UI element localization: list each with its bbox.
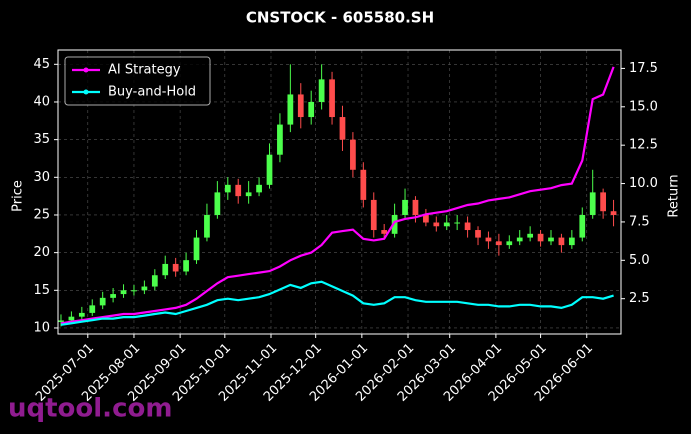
candle-body <box>329 79 335 118</box>
y-tick-label: 10 <box>33 320 50 335</box>
candle-body <box>214 192 221 215</box>
candle-body <box>224 184 231 193</box>
candle-body <box>318 79 325 102</box>
candle-body <box>391 214 398 234</box>
y2-axis-label: Return <box>667 174 682 217</box>
candle-body <box>579 214 586 238</box>
legend-label: Buy-and-Hold <box>108 85 196 100</box>
candle-body <box>266 154 273 185</box>
candle-body <box>496 241 502 246</box>
y-tick-label: 25 <box>33 207 50 222</box>
candle-body <box>464 222 471 231</box>
candle-body <box>381 230 388 234</box>
candle-body <box>277 124 283 155</box>
chart-title: CNSTOCK - 605580.SH <box>246 9 434 27</box>
y2-tick-label: 17.5 <box>629 61 658 76</box>
y-tick-label: 35 <box>33 132 50 147</box>
candle-body <box>360 169 367 200</box>
candle-body <box>245 192 252 197</box>
y-tick-label: 45 <box>33 57 50 72</box>
y2-tick-label: 10.0 <box>629 176 658 191</box>
legend-label: AI Strategy <box>108 63 181 78</box>
legend-marker <box>83 89 89 95</box>
candle-body <box>162 263 169 276</box>
candle-body <box>454 222 461 224</box>
candle-body <box>589 192 596 215</box>
candle-body <box>99 297 106 306</box>
candle-body <box>68 316 75 321</box>
return-line <box>60 66 615 325</box>
y2-tick-label: 15.0 <box>629 99 658 114</box>
candle-body <box>297 94 304 118</box>
candle-body <box>58 320 64 322</box>
candle-body <box>412 199 419 215</box>
candle-body <box>485 237 492 242</box>
y2-tick-label: 12.5 <box>629 138 658 153</box>
candle-body <box>610 211 617 215</box>
watermark: uqtool.com <box>8 394 172 424</box>
candle-body <box>433 222 440 227</box>
candle-body <box>131 290 137 292</box>
candle-body <box>89 305 96 313</box>
candle-body <box>548 237 554 242</box>
y-tick-label: 30 <box>33 170 50 185</box>
candle-body <box>183 260 189 272</box>
candle-body <box>235 184 242 197</box>
candle-body <box>370 199 377 231</box>
candle-body <box>193 237 200 261</box>
candle-body <box>558 237 565 246</box>
y-axis-label: Price <box>11 180 26 212</box>
candle-body <box>527 233 534 238</box>
candle-body <box>423 214 429 223</box>
y-tick-label: 20 <box>33 245 50 260</box>
candle-body <box>402 199 408 215</box>
candle-body <box>256 184 262 193</box>
candle-body <box>516 237 523 242</box>
candle-body <box>78 312 85 317</box>
candle-body <box>110 294 116 298</box>
candle-body <box>600 192 606 212</box>
y2-tick-label: 7.5 <box>629 214 650 229</box>
candle-body <box>287 94 294 125</box>
candle-body <box>172 263 179 272</box>
return-line <box>60 280 614 326</box>
legend-box <box>64 56 211 106</box>
candle-body <box>443 222 450 227</box>
y2-tick-label: 5.0 <box>629 253 650 268</box>
y-tick-label: 40 <box>33 94 50 109</box>
y2-tick-label: 2.5 <box>629 291 650 306</box>
candle-body <box>151 275 158 287</box>
y-tick-label: 15 <box>33 283 50 298</box>
candle-body <box>120 290 127 295</box>
candle-body <box>568 237 575 246</box>
candle-body <box>475 230 481 238</box>
candle-body <box>141 286 148 291</box>
candle-body <box>537 233 544 242</box>
plot-frame <box>57 49 622 335</box>
candle-body <box>204 214 210 238</box>
legend-marker <box>83 67 89 73</box>
candle-body <box>350 139 356 170</box>
candle-body <box>308 101 315 118</box>
candle-body <box>506 241 513 246</box>
candle-body <box>339 117 346 140</box>
